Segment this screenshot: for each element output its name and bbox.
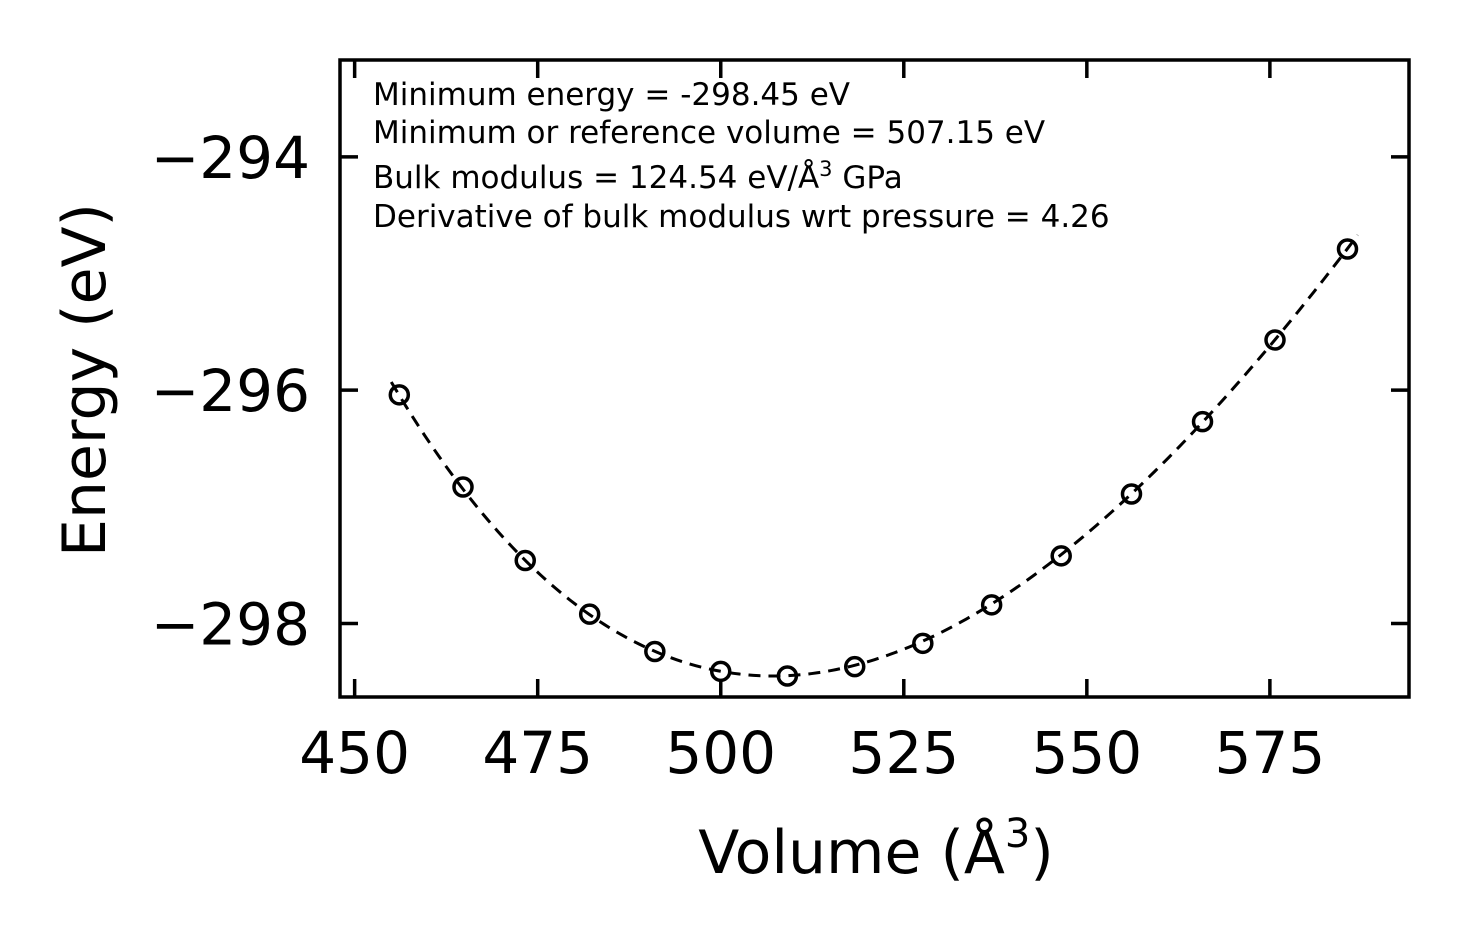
x-axis-title-end: ) <box>1030 818 1053 888</box>
data-point <box>644 640 666 663</box>
y-tick-label: −294 <box>151 124 310 192</box>
annotation-min-energy: Minimum energy = -298.45 eV <box>373 77 850 113</box>
x-axis-title: Volume (Å3) <box>698 811 1054 888</box>
fit-line <box>389 234 1359 678</box>
data-point <box>980 594 1003 616</box>
data-point <box>514 549 536 572</box>
fit-curve-group <box>389 234 1359 678</box>
x-axis-title-superscript: 3 <box>1005 811 1030 857</box>
data-point <box>1336 238 1359 260</box>
data-point <box>452 476 474 498</box>
data-point <box>1191 410 1214 433</box>
annotation-box: Minimum energy = -298.45 eV Minimum or r… <box>373 77 1110 235</box>
x-axis-ticks: 450 475 500 525 550 575 <box>299 60 1325 787</box>
data-point <box>776 665 799 687</box>
annotation-ref-volume: Minimum or reference volume = 507.15 eV <box>373 115 1045 151</box>
annotation-bulk-modulus-text: Bulk modulus = 124.54 eV/Å <box>373 160 819 196</box>
y-tick-label: −298 <box>151 591 310 659</box>
x-tick-label: 475 <box>482 719 593 787</box>
data-points-group <box>388 238 1359 687</box>
x-tick-label: 525 <box>848 719 959 787</box>
x-tick-label: 575 <box>1215 719 1326 787</box>
annotation-superscript: 3 <box>819 157 832 181</box>
data-point <box>1264 329 1286 351</box>
data-point <box>388 384 411 406</box>
x-tick-label: 500 <box>665 719 776 787</box>
annotation-bulk-modulus: Bulk modulus = 124.54 eV/Å3 GPa <box>373 157 903 196</box>
data-point <box>1120 483 1143 505</box>
data-point <box>578 603 601 625</box>
annotation-bulk-derivative: Derivative of bulk modulus wrt pressure … <box>373 199 1110 235</box>
plot-frame <box>338 58 1411 699</box>
x-tick-label: 450 <box>299 719 410 787</box>
data-point <box>912 632 934 655</box>
annotation-unit: GPa <box>833 160 903 196</box>
data-point <box>1050 545 1072 567</box>
data-point <box>843 655 866 678</box>
y-axis-ticks: −294 −296 −298 <box>151 124 1409 659</box>
x-axis-title-text: Volume (Å <box>698 817 1005 888</box>
x-tick-label: 550 <box>1031 719 1142 787</box>
y-tick-label: −296 <box>151 357 310 425</box>
y-axis-title: Energy (eV) <box>50 203 120 557</box>
